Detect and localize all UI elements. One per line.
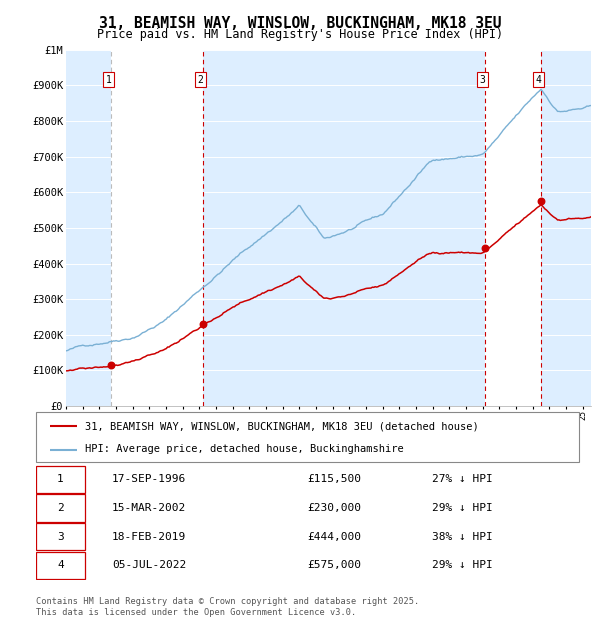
FancyBboxPatch shape <box>36 523 85 551</box>
Text: 05-JUL-2022: 05-JUL-2022 <box>112 560 186 570</box>
FancyBboxPatch shape <box>36 552 85 579</box>
Text: 31, BEAMISH WAY, WINSLOW, BUCKINGHAM, MK18 3EU: 31, BEAMISH WAY, WINSLOW, BUCKINGHAM, MK… <box>99 16 501 30</box>
Text: 3: 3 <box>57 532 64 542</box>
Text: 15-MAR-2002: 15-MAR-2002 <box>112 503 186 513</box>
Text: 2: 2 <box>57 503 64 513</box>
Bar <box>541 50 591 406</box>
Text: 4: 4 <box>57 560 64 570</box>
Text: 3: 3 <box>479 75 485 85</box>
FancyBboxPatch shape <box>36 494 85 522</box>
Text: £230,000: £230,000 <box>308 503 361 513</box>
Point <box>107 360 116 370</box>
Text: £115,500: £115,500 <box>308 474 361 484</box>
Point <box>536 196 546 206</box>
Point <box>480 243 490 253</box>
Bar <box>203 50 485 406</box>
Text: 29% ↓ HPI: 29% ↓ HPI <box>433 503 493 513</box>
Bar <box>66 50 112 406</box>
Text: 31, BEAMISH WAY, WINSLOW, BUCKINGHAM, MK18 3EU (detached house): 31, BEAMISH WAY, WINSLOW, BUCKINGHAM, MK… <box>85 421 479 431</box>
Text: 29% ↓ HPI: 29% ↓ HPI <box>433 560 493 570</box>
Text: Contains HM Land Registry data © Crown copyright and database right 2025.
This d: Contains HM Land Registry data © Crown c… <box>36 598 419 617</box>
Text: £575,000: £575,000 <box>308 560 361 570</box>
Text: 27% ↓ HPI: 27% ↓ HPI <box>433 474 493 484</box>
Text: 4: 4 <box>536 75 542 85</box>
Text: 1: 1 <box>106 75 112 85</box>
FancyBboxPatch shape <box>36 466 85 493</box>
Text: HPI: Average price, detached house, Buckinghamshire: HPI: Average price, detached house, Buck… <box>85 445 404 454</box>
Text: 17-SEP-1996: 17-SEP-1996 <box>112 474 186 484</box>
Text: £444,000: £444,000 <box>308 532 361 542</box>
Text: 38% ↓ HPI: 38% ↓ HPI <box>433 532 493 542</box>
Point <box>198 319 208 329</box>
Text: 1: 1 <box>57 474 64 484</box>
Text: 2: 2 <box>197 75 203 85</box>
Text: Price paid vs. HM Land Registry's House Price Index (HPI): Price paid vs. HM Land Registry's House … <box>97 28 503 41</box>
Text: 18-FEB-2019: 18-FEB-2019 <box>112 532 186 542</box>
FancyBboxPatch shape <box>36 412 579 462</box>
